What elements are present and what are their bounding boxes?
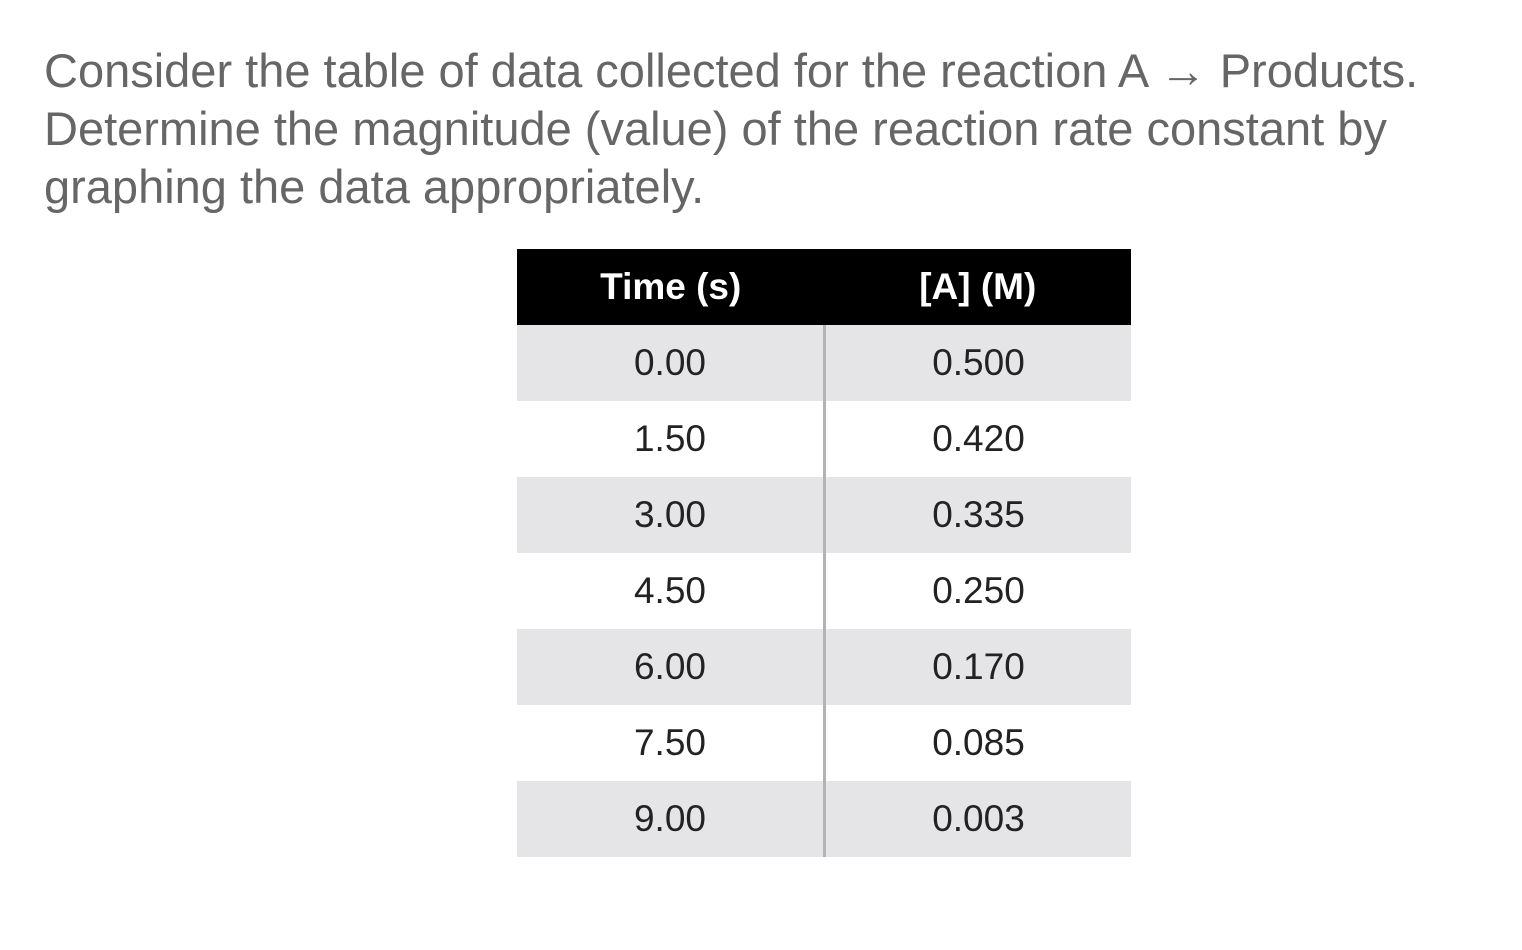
question-line-1: Consider the table of data collected for…	[44, 44, 1419, 97]
time-cell: 6.00	[517, 629, 826, 705]
concentration-cell: 0.500	[824, 325, 1131, 401]
concentration-cell: 0.335	[824, 477, 1131, 553]
question-text: Consider the table of data collected for…	[44, 42, 1514, 216]
table-row: 0.00 0.500	[517, 325, 1131, 401]
table-body: 0.00 0.500 1.50 0.420 3.00 0.335 4.50 0.…	[517, 325, 1131, 857]
time-cell: 1.50	[517, 401, 826, 477]
table-header-row: Time (s) [A] (M)	[517, 249, 1131, 325]
table-row: 1.50 0.420	[517, 401, 1131, 477]
data-table: Time (s) [A] (M) 0.00 0.500 1.50 0.420 3…	[517, 249, 1131, 857]
table-row: 6.00 0.170	[517, 629, 1131, 705]
concentration-cell: 0.250	[824, 553, 1131, 629]
table-row: 7.50 0.085	[517, 705, 1131, 781]
concentration-cell: 0.003	[824, 781, 1131, 857]
table-row: 9.00 0.003	[517, 781, 1131, 857]
question-line-2: Determine the magnitude (value) of the r…	[44, 102, 1387, 155]
time-cell: 0.00	[517, 325, 826, 401]
concentration-cell: 0.085	[824, 705, 1131, 781]
table-header: Time (s) [A] (M)	[517, 249, 1131, 325]
time-cell: 4.50	[517, 553, 826, 629]
concentration-cell: 0.170	[824, 629, 1131, 705]
table-row: 3.00 0.335	[517, 477, 1131, 553]
time-cell: 3.00	[517, 477, 826, 553]
header-time: Time (s)	[517, 249, 825, 325]
question-line-3: graphing the data appropriately.	[44, 160, 705, 213]
table-row: 4.50 0.250	[517, 553, 1131, 629]
header-concentration: [A] (M)	[824, 249, 1131, 325]
time-cell: 9.00	[517, 781, 826, 857]
time-cell: 7.50	[517, 705, 826, 781]
concentration-cell: 0.420	[824, 401, 1131, 477]
